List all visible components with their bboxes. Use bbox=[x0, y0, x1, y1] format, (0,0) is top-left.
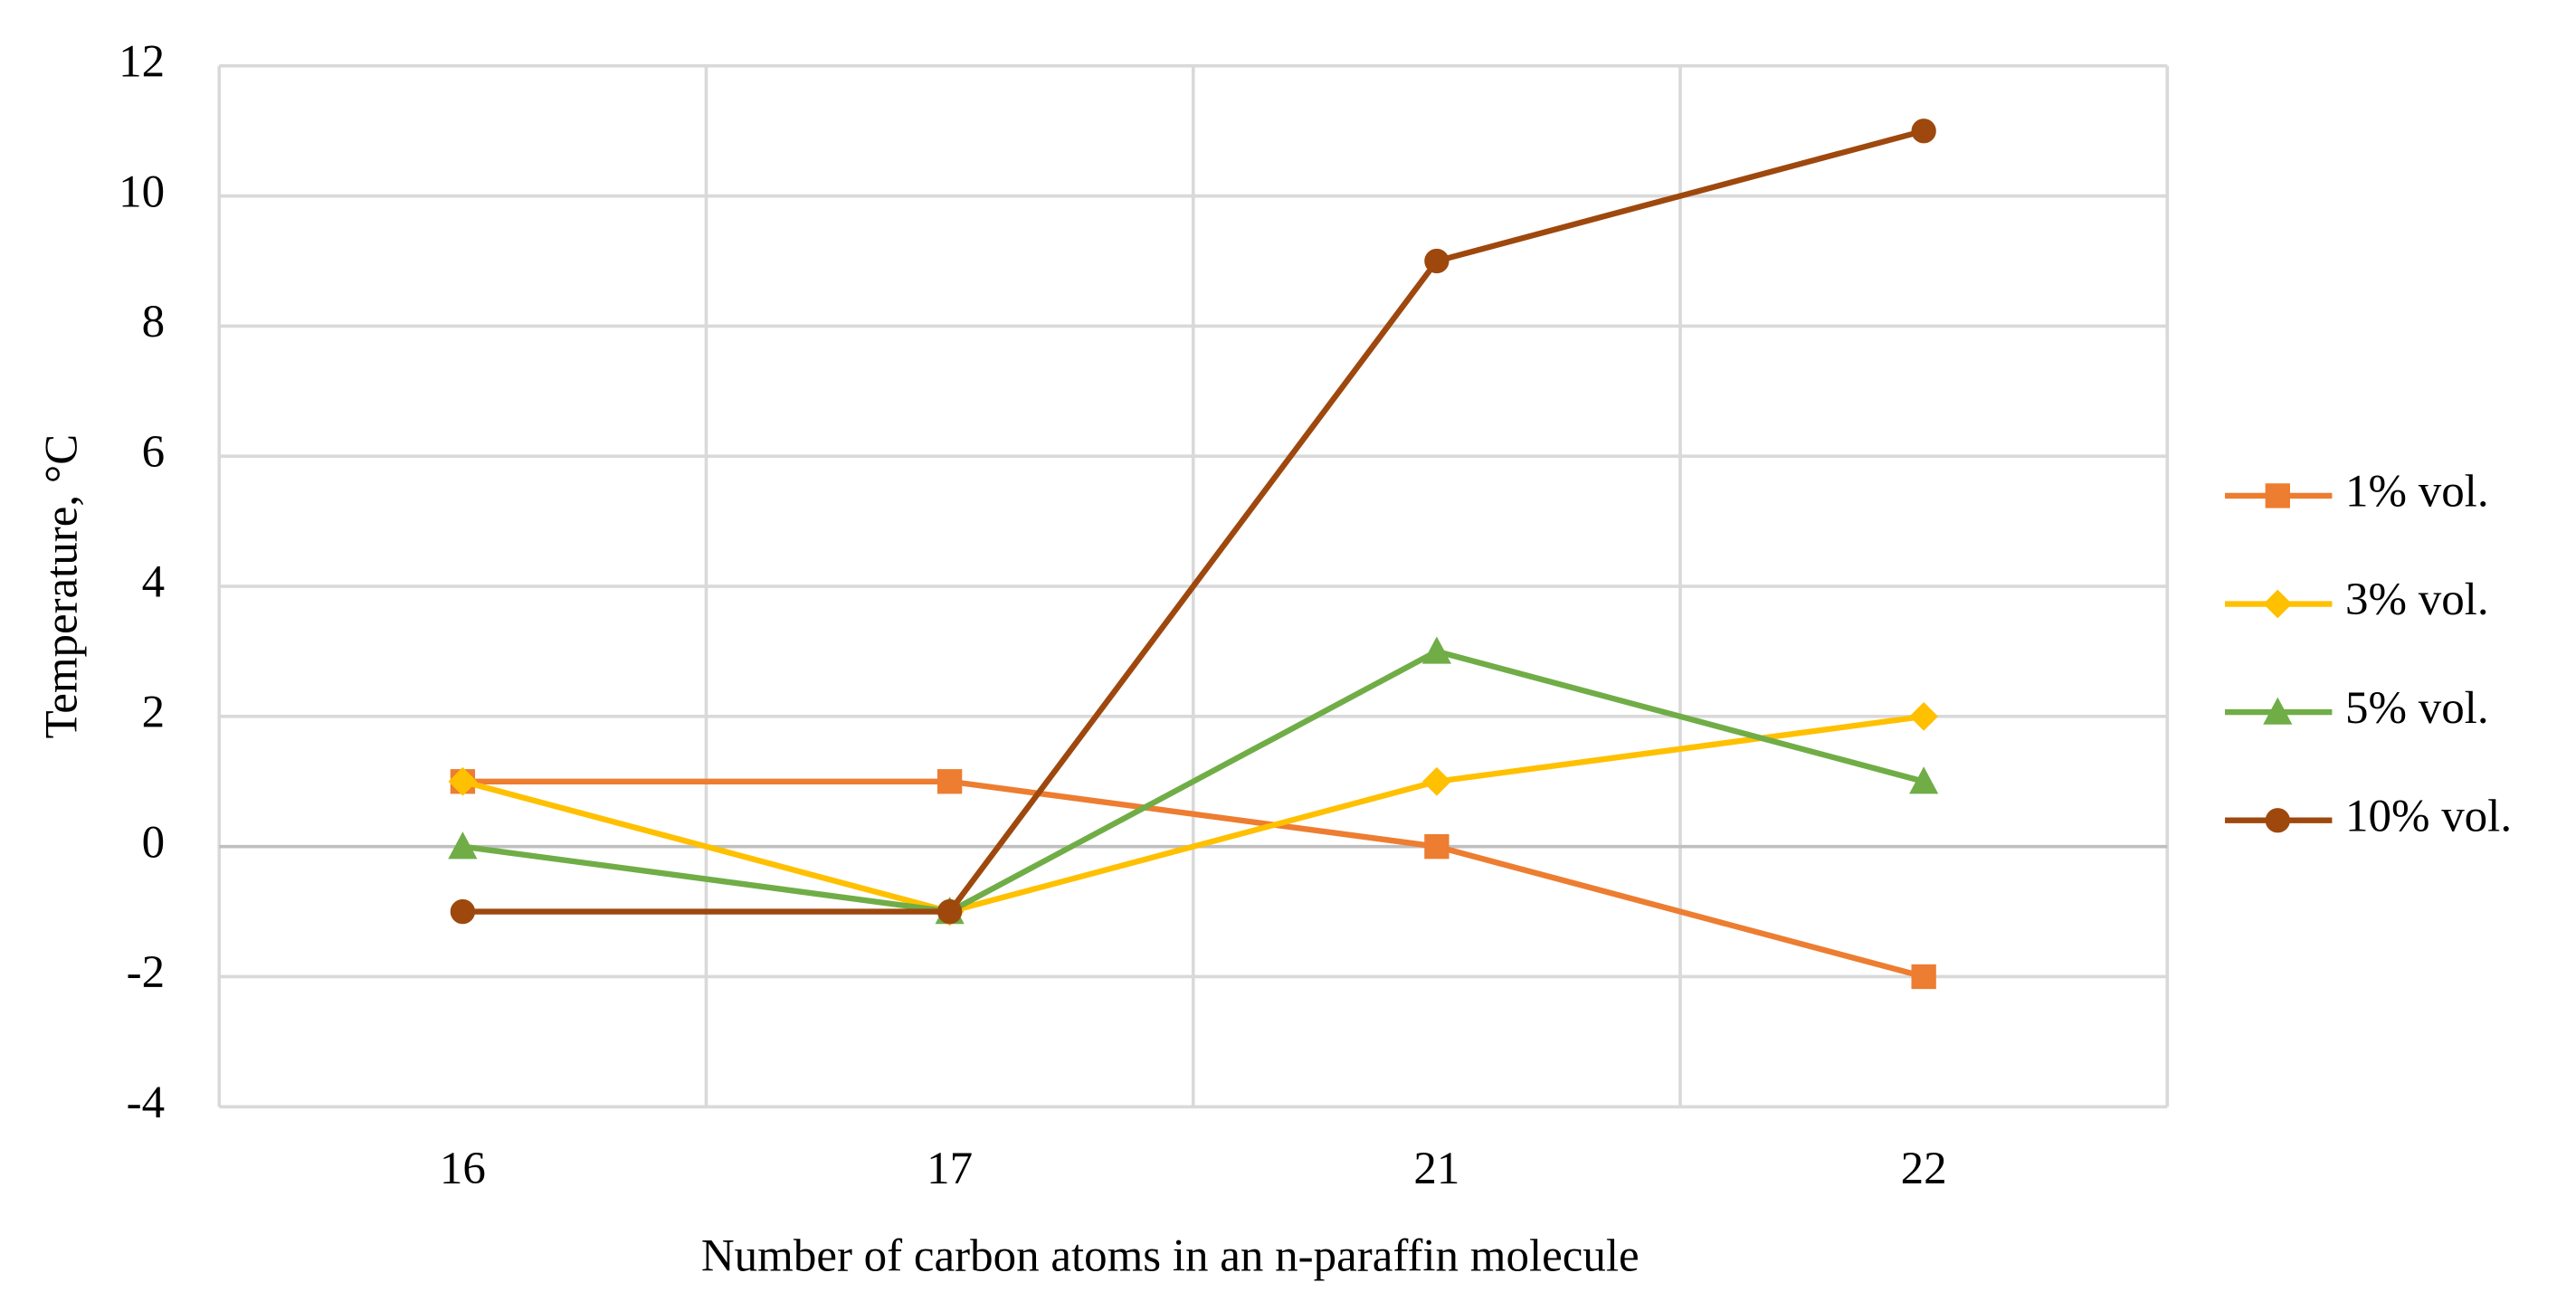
x-tick-label: 22 bbox=[1901, 1144, 1947, 1194]
series-line bbox=[462, 778, 1925, 980]
data-point bbox=[1911, 964, 1936, 990]
y-tick-label: -4 bbox=[127, 1078, 165, 1128]
x-tick-label: 21 bbox=[1413, 1144, 1459, 1194]
data-point bbox=[936, 769, 963, 794]
legend-label: 10% vol. bbox=[2345, 791, 2512, 841]
series-line bbox=[462, 128, 1925, 915]
legend-label: 5% vol. bbox=[2345, 683, 2489, 734]
legend-marker bbox=[2265, 808, 2290, 833]
data-point bbox=[1421, 636, 1451, 664]
series-line bbox=[461, 713, 1925, 915]
x-axis-title: Number of carbon atoms in an n-paraffin … bbox=[701, 1230, 1640, 1281]
series-line bbox=[461, 648, 1925, 915]
data-point bbox=[1424, 834, 1450, 860]
y-tick-label: 4 bbox=[142, 557, 165, 608]
data-point bbox=[448, 831, 478, 860]
legend-marker bbox=[2263, 697, 2293, 725]
y-tick-label: 8 bbox=[142, 297, 165, 347]
legend-label: 1% vol. bbox=[2345, 467, 2489, 518]
data-point bbox=[1909, 766, 1939, 794]
data-point bbox=[1422, 766, 1451, 796]
x-tick-label: 17 bbox=[927, 1144, 973, 1194]
y-tick-label: 12 bbox=[119, 37, 165, 88]
legend-marker bbox=[2263, 589, 2293, 619]
y-tick-label: 10 bbox=[119, 166, 165, 217]
data-point bbox=[936, 898, 963, 925]
legend-marker bbox=[2265, 483, 2290, 508]
y-tick-label: 0 bbox=[142, 817, 165, 868]
data-point bbox=[1424, 248, 1450, 274]
data-point bbox=[1909, 702, 1939, 731]
y-tick-label: 6 bbox=[142, 427, 165, 478]
x-tick-label: 16 bbox=[440, 1144, 486, 1194]
data-point bbox=[450, 898, 476, 925]
data-point bbox=[1911, 119, 1936, 144]
y-tick-label: -2 bbox=[127, 947, 165, 998]
data-point bbox=[448, 766, 478, 796]
y-axis-title: Temperature, °C bbox=[37, 434, 88, 739]
legend-label: 3% vol. bbox=[2345, 575, 2489, 625]
y-tick-label: 2 bbox=[142, 688, 165, 738]
